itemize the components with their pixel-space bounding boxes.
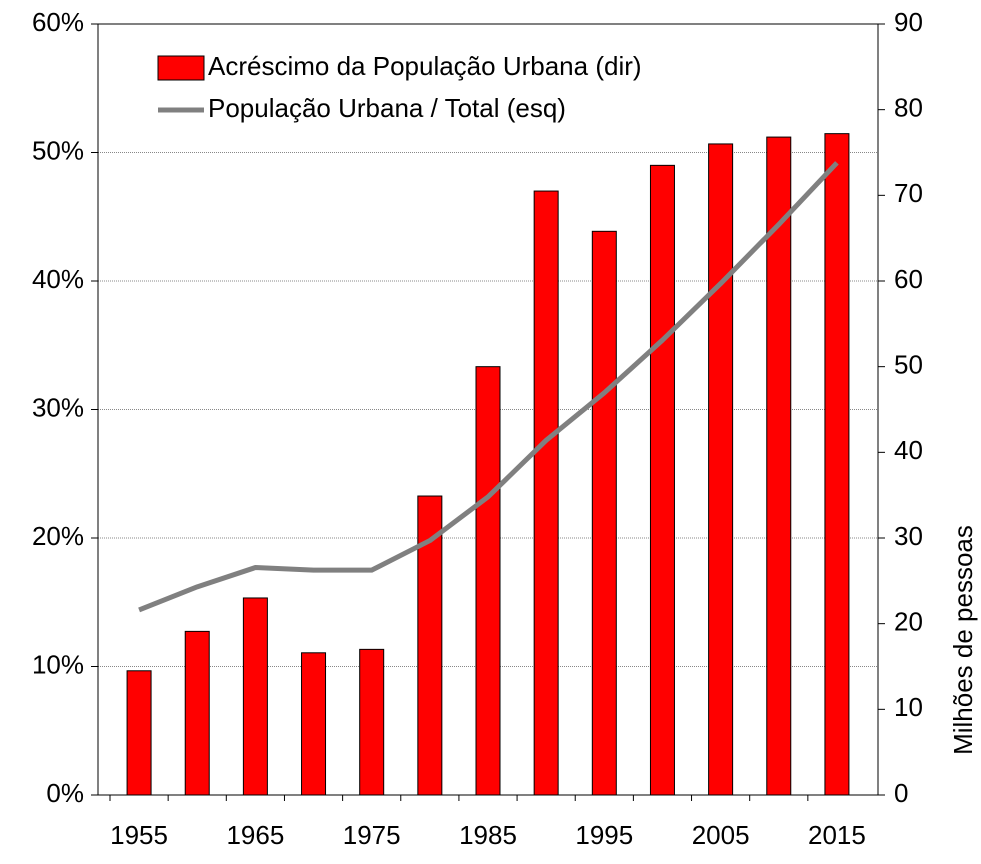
bar [824, 133, 850, 796]
y-tick-label: 50% [32, 135, 84, 165]
y2-tick-label: 90 [894, 7, 923, 37]
y2-tick-label: 80 [894, 93, 923, 123]
y-tick-label: 0% [46, 778, 84, 808]
legend-label: População Urbana / Total (esq) [208, 93, 566, 123]
x-tick-label: 1955 [110, 820, 168, 850]
line [138, 161, 839, 613]
bar [649, 164, 675, 796]
bar [301, 652, 327, 796]
y-tick-label: 10% [32, 649, 84, 679]
bar [126, 670, 152, 796]
y2-tick-label: 50 [894, 350, 923, 380]
y-tick-label: 30% [32, 392, 84, 422]
x-tick-label: 1965 [226, 820, 284, 850]
y2-tick-label: 70 [894, 178, 923, 208]
y2-axis-label: Milhões de pessoas [948, 525, 978, 755]
bar [708, 143, 734, 796]
y-tick-label: 40% [32, 264, 84, 294]
bar [475, 366, 501, 796]
y2-tick-label: 0 [894, 778, 908, 808]
y2-tick-label: 60 [894, 264, 923, 294]
y2-tick-label: 30 [894, 521, 923, 551]
legend-label: Acréscimo da População Urbana (dir) [208, 51, 642, 81]
bar [184, 630, 210, 796]
y-tick-label: 20% [32, 521, 84, 551]
bar [591, 230, 617, 796]
x-tick-label: 2015 [808, 820, 866, 850]
bar [766, 136, 792, 796]
y-tick-label: 60% [32, 7, 84, 37]
legend-swatch [157, 55, 205, 81]
x-tick-label: 1995 [575, 820, 633, 850]
x-tick-label: 2005 [692, 820, 750, 850]
bar [533, 190, 559, 796]
y2-tick-label: 10 [894, 692, 923, 722]
plot-frame [97, 23, 879, 796]
bar [242, 597, 268, 796]
y2-tick-label: 40 [894, 435, 923, 465]
y2-tick-label: 20 [894, 607, 923, 637]
x-tick-label: 1985 [459, 820, 517, 850]
bar [359, 648, 385, 796]
x-tick-label: 1975 [343, 820, 401, 850]
